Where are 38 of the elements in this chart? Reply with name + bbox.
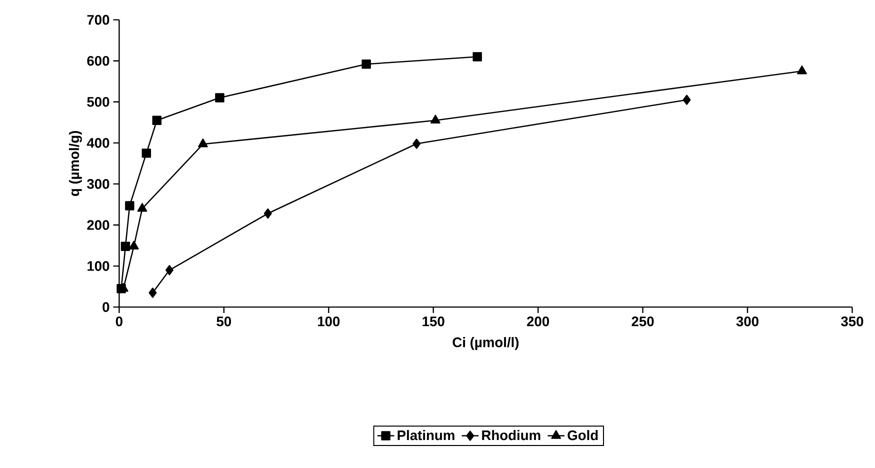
point [152,116,162,126]
legend-label: Rhodium [482,430,540,440]
point [128,240,139,250]
point [215,93,224,103]
point [797,66,807,74]
point [148,288,157,298]
y-tick-label: 200 [87,220,110,230]
point [362,60,371,69]
y-tick-label: 600 [87,56,110,66]
legend-label: Platinum [398,430,454,440]
point [430,114,440,124]
y-axis-title: q (µmol/g) [68,131,82,196]
x-tick-label: 0 [116,316,122,327]
point [165,265,174,276]
x-tick-label: 150 [422,316,444,327]
y-tick-label: 700 [87,15,110,25]
y-tick-label: 100 [88,261,110,272]
y-tick-label: 0 [102,302,110,312]
x-tick-label: 200 [527,316,550,327]
y-tick-label: 300 [87,179,110,190]
x-tick-label: 100 [318,316,340,327]
point [198,138,208,148]
point [412,138,421,150]
x-tick-label: 250 [632,316,654,327]
y-tick-label: 500 [87,97,110,108]
x-tick-label: 350 [841,316,864,327]
x-axis-title: Ci (µmol/l) [452,337,519,350]
point [137,203,148,212]
point [472,52,482,62]
y-tick-label: 400 [86,138,110,148]
point [264,208,272,219]
legend-label: Gold [568,430,598,440]
point [120,242,130,252]
point [682,94,691,106]
point [125,201,134,211]
point [142,148,152,158]
x-tick-label: 50 [216,316,232,327]
x-tick-label: 300 [736,316,758,327]
